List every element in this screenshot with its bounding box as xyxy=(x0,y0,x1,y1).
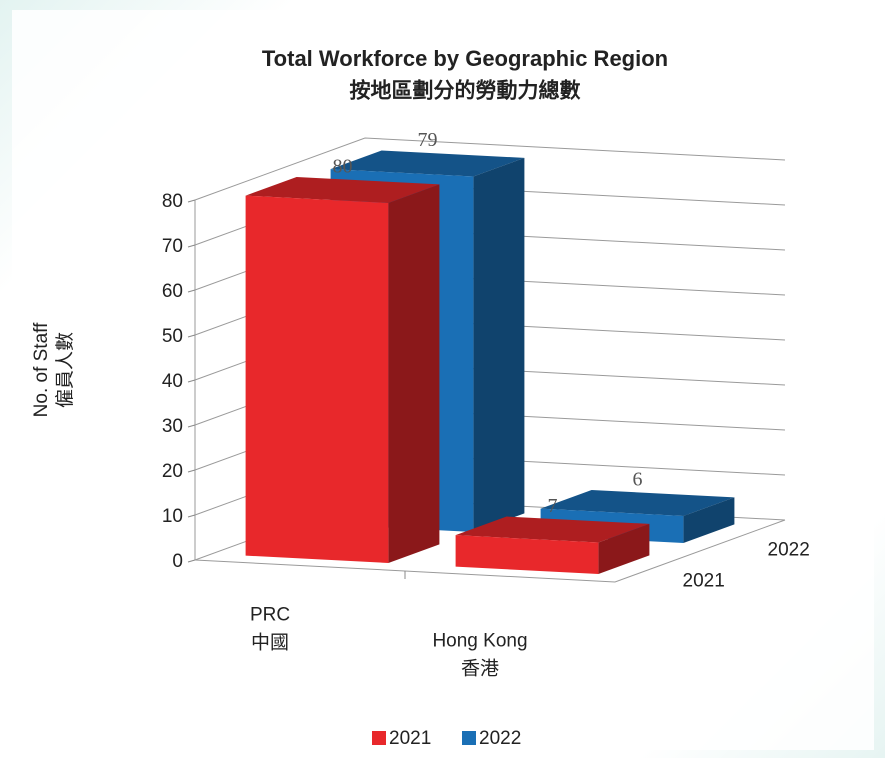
y-axis-label: 僱員人數 xyxy=(54,332,76,408)
y-tick-label: 0 xyxy=(172,551,183,572)
bar-side xyxy=(388,184,439,563)
legend-label: 2021 xyxy=(389,728,431,749)
bar-front xyxy=(246,196,389,563)
bar-side xyxy=(473,158,524,532)
value-label: 80 xyxy=(333,156,353,178)
value-label: 7 xyxy=(548,495,558,517)
legend-label: 2022 xyxy=(479,728,521,749)
y-tick-label: 50 xyxy=(162,326,183,347)
y-tick-label: 10 xyxy=(162,506,183,527)
bar xyxy=(456,517,650,575)
value-label: 79 xyxy=(418,129,438,151)
x-tick-label: Hong Kong xyxy=(432,631,527,652)
x-tick-label: 香港 xyxy=(461,658,499,680)
chart: Total Workforce by Geographic Region 按地區… xyxy=(0,0,885,758)
x-tick-label: PRC xyxy=(250,605,290,626)
depth-label: 2022 xyxy=(768,540,810,561)
depth-label: 2021 xyxy=(683,571,725,592)
x-tick-label: 中國 xyxy=(251,632,289,654)
bar xyxy=(246,177,440,563)
y-tick-label: 20 xyxy=(162,461,183,482)
chart-title: Total Workforce by Geographic Region xyxy=(262,46,668,71)
y-tick-label: 60 xyxy=(162,281,183,302)
legend-swatch xyxy=(462,731,476,745)
y-tick-label: 70 xyxy=(162,236,183,257)
chart-subtitle: 按地區劃分的勞動力總數 xyxy=(350,79,581,103)
y-axis-label: No. of Staff xyxy=(31,322,52,417)
value-label: 6 xyxy=(633,469,643,491)
y-tick-label: 40 xyxy=(162,371,183,392)
y-tick-label: 80 xyxy=(162,191,183,212)
legend-swatch xyxy=(372,731,386,745)
y-tick-label: 30 xyxy=(162,416,183,437)
